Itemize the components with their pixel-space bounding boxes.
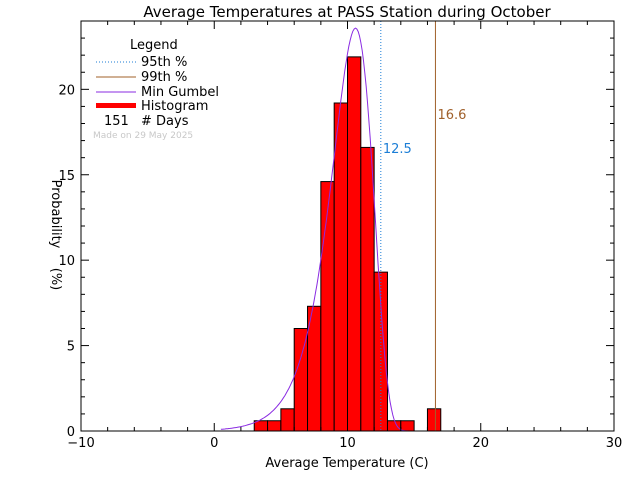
x-axis-label: Average Temperature (C) (265, 456, 428, 471)
percentile-95-label: 12.5 (383, 142, 412, 157)
histogram-bar (400, 420, 415, 432)
x-tick-label: −10 (67, 436, 94, 451)
legend-item-99: 99th % (141, 70, 187, 85)
legend: Legend 95th % 99th % Min Gumbel Histogra… (93, 38, 219, 141)
legend-item-95: 95th % (141, 55, 187, 70)
y-axis-label: Probability (48, 180, 63, 249)
chart-title: Average Temperatures at PASS Station dur… (143, 3, 551, 21)
histogram-bar (426, 408, 442, 432)
y-tick-label: 10 (58, 254, 75, 269)
histogram-bars (253, 56, 442, 432)
x-tick-label: 30 (606, 436, 623, 451)
y-axis-unit: (%) (48, 268, 63, 291)
y-tick-label: 5 (67, 340, 75, 355)
histogram-bar (347, 56, 362, 432)
histogram-bar (386, 420, 402, 432)
legend-item-histogram: Histogram (141, 99, 208, 114)
x-tick-label: 0 (210, 436, 218, 451)
x-tick-label: 10 (339, 436, 356, 451)
y-tick-label: 15 (58, 169, 75, 184)
histogram-bar (333, 102, 348, 432)
y-tick-label: 20 (58, 83, 75, 98)
histogram-bar (320, 181, 335, 432)
histogram-bar (293, 328, 309, 432)
legend-title: Legend (130, 38, 178, 53)
histogram-bar (280, 408, 295, 432)
histogram-bar (360, 146, 375, 432)
legend-days-label: # Days (141, 114, 189, 129)
made-on-note: Made on 29 May 2025 (93, 131, 193, 141)
percentile-99-label: 16.6 (437, 108, 466, 123)
y-tick-label: 0 (67, 425, 75, 440)
legend-swatch-histogram (96, 103, 136, 108)
histogram-bar (267, 420, 282, 432)
gumbel-curve (220, 27, 421, 432)
x-tick-label: 20 (472, 436, 489, 451)
legend-item-gumbel: Min Gumbel (141, 85, 219, 100)
legend-days-count: 151 (104, 114, 129, 129)
